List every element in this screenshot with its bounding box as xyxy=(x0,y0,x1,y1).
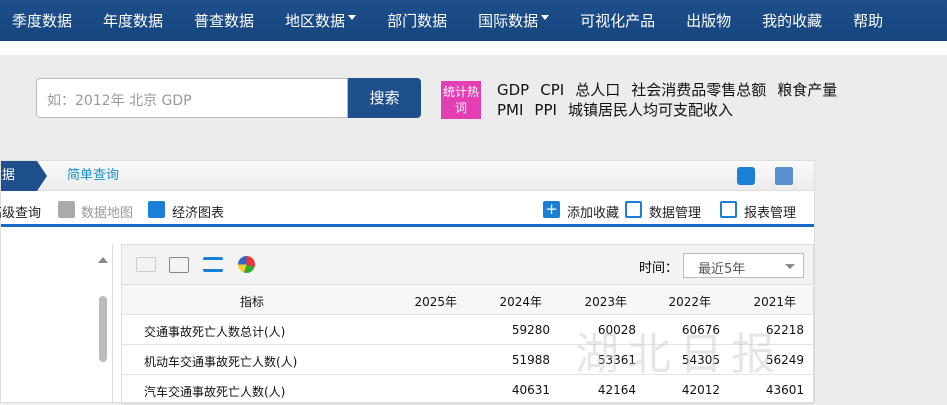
col-indicator[interactable]: 指标 xyxy=(240,295,265,309)
data-management-menu[interactable]: 数据管理 xyxy=(649,206,702,221)
list-icon xyxy=(625,201,642,218)
nav-help[interactable]: 帮助 xyxy=(853,12,884,30)
time-select[interactable]: 最近5年 xyxy=(683,253,804,278)
table-row: 交通事故死亡人数总计(人) 59280 60028 60676 62218 xyxy=(122,315,813,345)
hot-words-line1: GDP CPI 总人口 社会消费品零售总额 粮食产量 xyxy=(497,79,848,100)
hot-word[interactable]: PPI xyxy=(534,101,557,119)
nav-favorites[interactable]: 我的收藏 xyxy=(762,12,823,30)
table-header: 指标 2025年 2024年 2023年 2022年 2021年 xyxy=(122,285,813,315)
hot-word[interactable]: CPI xyxy=(540,81,565,99)
chart-icon xyxy=(148,201,165,218)
col-2022[interactable]: 2022年 xyxy=(668,295,711,309)
hot-word[interactable]: GDP xyxy=(497,81,530,99)
col-2025[interactable]: 2025年 xyxy=(414,295,457,309)
add-favorite-button[interactable]: 添加收藏 xyxy=(567,206,620,221)
hot-word[interactable]: 粮食产量 xyxy=(777,81,838,99)
breadcrumb-simple-query[interactable]: 简单查询 xyxy=(67,168,120,183)
table-toolbar: 时间： 最近5年 xyxy=(122,245,813,285)
economic-charts[interactable]: 经济图表 xyxy=(172,206,225,221)
table-row: 机动车交通事故死亡人数(人) 51988 53361 54305 56249 xyxy=(122,345,813,375)
download-icon[interactable] xyxy=(737,167,755,185)
nav-department[interactable]: 部门数据 xyxy=(387,12,448,30)
nav-publications[interactable]: 出版物 xyxy=(686,12,732,30)
hot-word[interactable]: 城镇居民人均可支配收入 xyxy=(567,101,733,119)
nav-census[interactable]: 普查数据 xyxy=(194,12,255,30)
table-row: 汽车交通事故死亡人数(人) 40631 42164 42012 43601 xyxy=(122,375,813,405)
report-management-menu[interactable]: 报表管理 xyxy=(744,206,797,221)
hot-word[interactable]: 总人口 xyxy=(575,81,621,99)
nav-regional[interactable]: 地区数据 xyxy=(285,10,356,31)
watermark: 湖北日报 xyxy=(575,329,783,380)
col-2024[interactable]: 2024年 xyxy=(499,295,542,309)
table-view-icon[interactable] xyxy=(136,257,156,272)
print-icon[interactable] xyxy=(775,167,793,185)
search-input[interactable]: 如：2012年 北京 GDP xyxy=(36,78,348,118)
scroll-up-icon[interactable] xyxy=(98,252,108,263)
data-map[interactable]: 数据地图 xyxy=(81,206,134,221)
map-icon xyxy=(58,201,75,218)
search-button[interactable]: 搜索 xyxy=(348,78,421,118)
horizontal-bar-icon[interactable] xyxy=(203,257,223,272)
hot-word[interactable]: 社会消费品零售总额 xyxy=(631,81,767,99)
hot-words-line2: PMI PPI 城镇居民人均可支配收入 xyxy=(497,99,744,120)
hot-word[interactable]: PMI xyxy=(497,101,524,119)
indicator-tree xyxy=(0,244,113,404)
col-2023[interactable]: 2023年 xyxy=(584,295,627,309)
hot-words-badge: 统计热词 xyxy=(441,81,481,119)
breadcrumb: 数据 简单查询 xyxy=(1,161,814,191)
bar-chart-icon[interactable] xyxy=(169,257,189,273)
pie-chart-icon[interactable] xyxy=(238,256,255,273)
nav-visual[interactable]: 可视化产品 xyxy=(580,12,656,30)
plus-icon: + xyxy=(543,201,560,218)
top-nav: 季度数据 年度数据 普查数据 地区数据 部门数据 国际数据 可视化产品 出版物 … xyxy=(0,0,947,41)
nav-international[interactable]: 国际数据 xyxy=(478,10,549,31)
header-strip xyxy=(0,41,947,55)
col-2021[interactable]: 2021年 xyxy=(753,295,796,309)
nav-annual[interactable]: 年度数据 xyxy=(103,12,164,30)
breadcrumb-data[interactable]: 数据 xyxy=(1,161,47,191)
advanced-query[interactable]: 高级查询 xyxy=(0,206,42,221)
toolbar: 高级查询 数据地图 经济图表 + 添加收藏 数据管理 报表管理 xyxy=(0,191,814,227)
nav-quarterly[interactable]: 季度数据 xyxy=(12,12,73,30)
table-icon xyxy=(720,201,737,218)
scrollbar[interactable] xyxy=(99,296,107,362)
time-label: 时间： xyxy=(639,261,679,276)
